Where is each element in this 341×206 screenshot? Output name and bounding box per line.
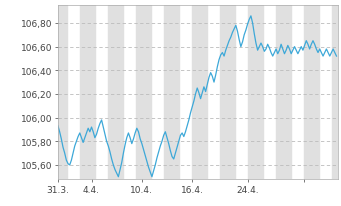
Bar [220, 6, 235, 179]
Bar [332, 6, 341, 179]
Bar [304, 6, 318, 179]
Bar [192, 6, 207, 179]
Bar [276, 6, 291, 179]
Bar [164, 6, 179, 179]
Bar [248, 6, 263, 179]
Bar [136, 6, 151, 179]
Bar [53, 6, 67, 179]
Bar [108, 6, 123, 179]
Bar [80, 6, 95, 179]
